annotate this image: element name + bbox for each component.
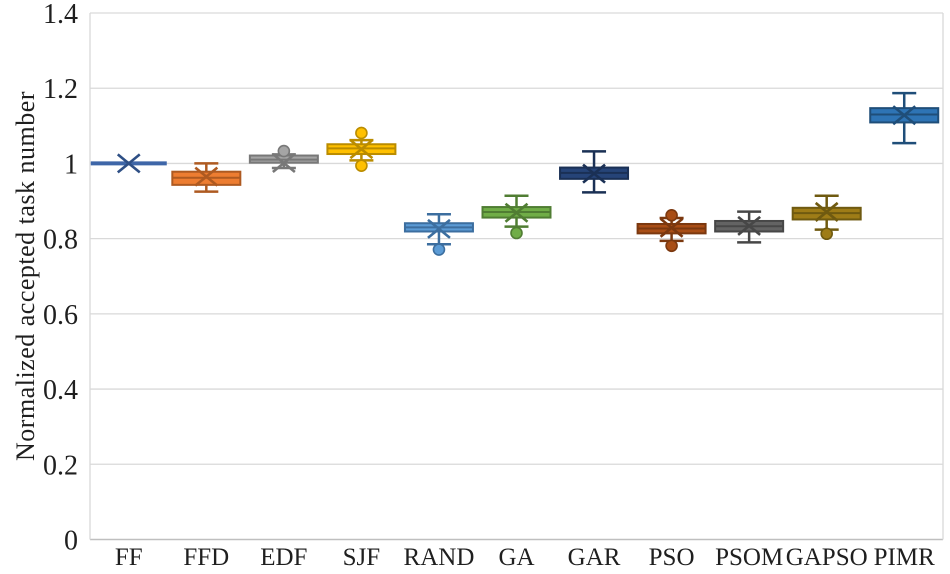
outlier-dot	[355, 159, 368, 172]
mean-marker	[582, 163, 606, 184]
x-tick-label: SJF	[343, 544, 381, 571]
y-tick-label: 1.4	[43, 0, 78, 30]
x-tick-label: PIMR	[874, 544, 935, 571]
x-tick-label: FFD	[183, 544, 229, 571]
outlier-dot	[355, 126, 368, 140]
outlier-dot	[665, 239, 678, 253]
mean-marker	[892, 105, 917, 126]
mean-marker	[504, 202, 529, 223]
x-tick-label: PSO	[649, 544, 695, 571]
x-tick-label: GA	[498, 544, 534, 571]
x-tick-label: FF	[115, 544, 143, 571]
x-tick-label: GAPSO	[786, 544, 868, 571]
x-tick-label: RAND	[404, 544, 475, 571]
mean-marker	[194, 166, 219, 187]
outlier-dot	[665, 209, 678, 222]
mean-marker	[272, 153, 296, 174]
mean-marker	[814, 201, 839, 222]
y-tick-label: 1	[64, 149, 78, 180]
y-tick-label: 0.4	[43, 375, 78, 406]
x-tick-label: EDF	[260, 544, 307, 571]
y-tick-label: 0	[64, 526, 78, 557]
outlier-dot	[820, 227, 833, 241]
outlier-dot	[432, 243, 446, 256]
y-tick-label: 1.2	[43, 74, 78, 105]
outlier-dot	[277, 144, 291, 158]
outlier-dot	[510, 226, 523, 240]
mean-marker	[737, 215, 761, 236]
mean-marker	[659, 217, 684, 238]
y-tick-label: 0.8	[43, 225, 78, 256]
y-tick-label: 0.6	[43, 300, 78, 331]
mean-marker	[427, 218, 451, 239]
y-tick-label: 0.2	[43, 450, 78, 481]
x-tick-label: GAR	[568, 544, 621, 571]
mean-marker	[349, 139, 374, 160]
x-tick-label: PSOM	[715, 544, 783, 571]
mean-marker	[116, 153, 141, 174]
